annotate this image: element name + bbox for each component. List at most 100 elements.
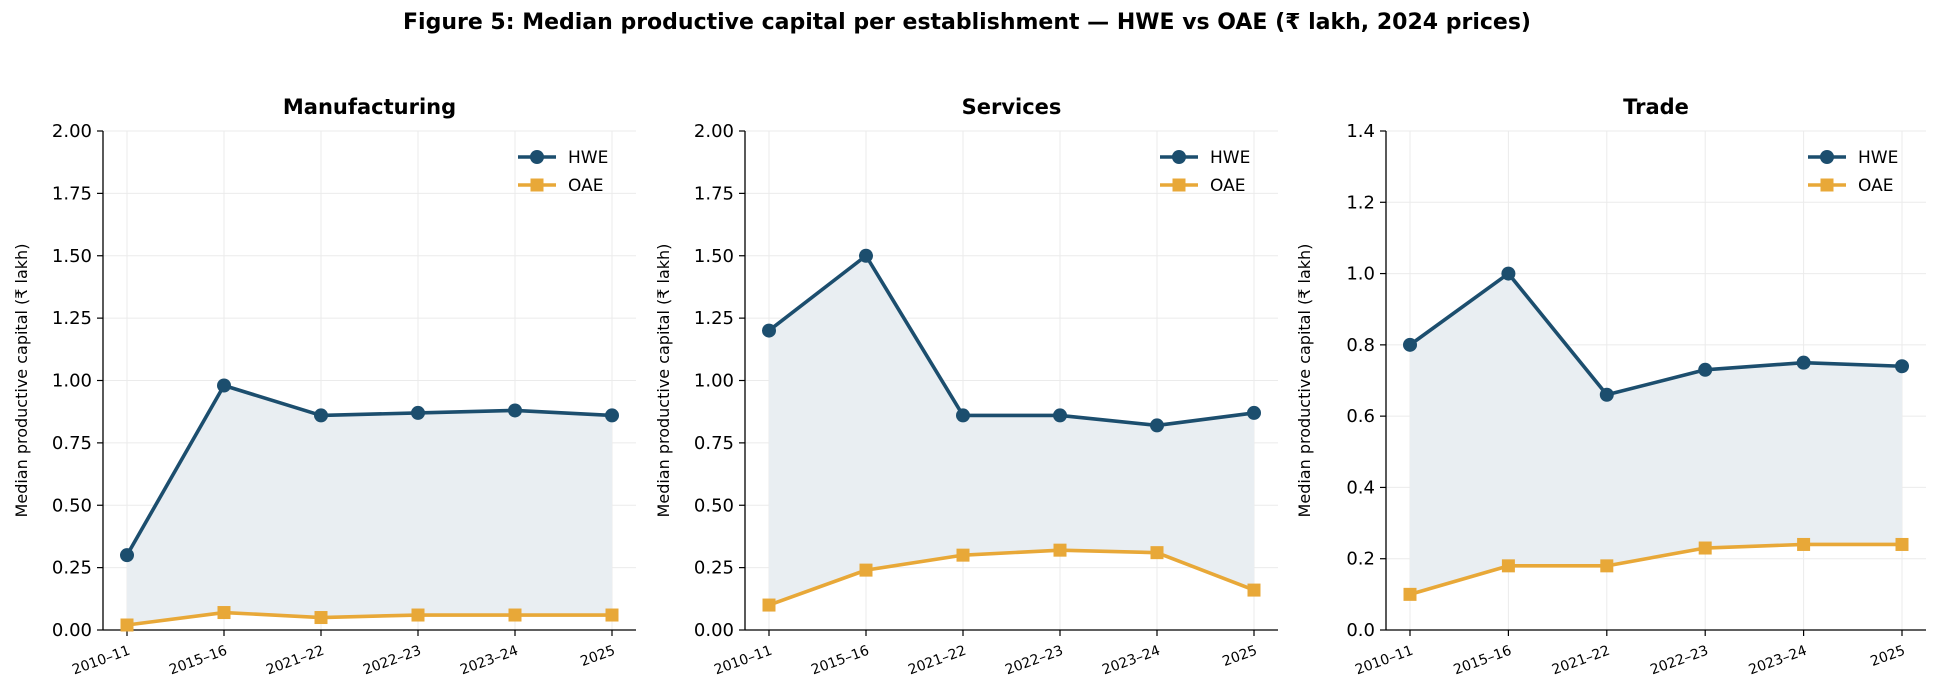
y-tick-label: 1.0 [1346, 264, 1375, 285]
y-tick-label: 0.50 [52, 495, 92, 516]
series-oae-point [605, 608, 619, 622]
y-tick-label: 0.6 [1346, 406, 1375, 427]
series-hwe-point [956, 408, 970, 423]
series-oae-point [1698, 541, 1712, 555]
y-tick-label: 2.00 [694, 121, 734, 142]
series-hwe-point [605, 408, 619, 423]
x-tick-label: 2023–24 [1747, 643, 1809, 679]
y-tick-label: 0.00 [694, 620, 734, 641]
series-oae-point [1501, 559, 1515, 573]
y-tick-label: 2.00 [52, 121, 92, 142]
series-hwe-line [1408, 271, 1903, 397]
series-oae-point [1053, 543, 1067, 557]
x-tick-label: 2022–23 [1648, 643, 1710, 679]
series-hwe-point [1895, 359, 1909, 374]
legend-marker [530, 150, 544, 164]
series-oae-line [1409, 542, 1902, 597]
series-oae-line [768, 548, 1255, 607]
panel-manufacturing: 0.00 0.25 0.50 0.75 1.00 1.25 1.50 1.75 2.00 2010… [12, 95, 636, 678]
x-tick-label: 2015–16 [1451, 643, 1513, 679]
x-tick-label: 2025 [1220, 643, 1259, 670]
series-hwe-point [508, 403, 522, 418]
gap-area [1410, 273, 1902, 595]
y-tick-label: 0.8 [1346, 335, 1375, 356]
x-tick-label: 2025 [578, 643, 617, 670]
x-tick-label: 2025 [1868, 643, 1907, 670]
x-tick-label: 2010–11 [712, 643, 774, 679]
series-oae-point [1600, 559, 1614, 573]
series-oae-point [956, 548, 970, 562]
series-oae-line [126, 610, 612, 627]
panel-services: 0.00 0.25 0.50 0.75 1.00 1.25 1.50 1.75 2.00 2010… [654, 95, 1278, 678]
legend-marker [1172, 178, 1186, 192]
series-hwe-point [1599, 387, 1614, 402]
legend-marker [530, 178, 544, 192]
figure-title: Figure 5: Median productive capital per … [403, 10, 1531, 35]
y-tick-label: 1.4 [1346, 121, 1375, 142]
x-tick-label: 2022–23 [361, 643, 423, 679]
series-hwe-line [767, 253, 1255, 428]
x-tick-label: 2015–16 [167, 643, 229, 679]
series-oae-point [314, 611, 328, 625]
series-hwe-line [125, 383, 613, 557]
series-oae-point [859, 563, 873, 577]
y-tick-label: 1.25 [694, 308, 734, 329]
series-hwe-point [1053, 408, 1067, 423]
x-tick-label: 2015–16 [809, 643, 871, 679]
series-hwe-point [1247, 405, 1261, 420]
y-axis-label: Median productive capital (₹ lakh) [1295, 244, 1314, 518]
y-tick-label: 0.25 [52, 558, 92, 579]
y-tick-label: 0.75 [52, 433, 92, 454]
panel-title: Trade [1623, 95, 1689, 119]
legend-marker [1820, 150, 1834, 164]
series-oae-point [1247, 583, 1261, 597]
series-hwe-point [1698, 362, 1713, 377]
y-tick-label: 1.25 [52, 308, 92, 329]
y-tick-label: 0.50 [694, 495, 734, 516]
y-tick-label: 1.50 [694, 246, 734, 267]
x-tick-label: 2022–23 [1003, 643, 1065, 679]
x-tick-label: 2023–24 [458, 643, 520, 679]
panel-title: Services [962, 95, 1062, 119]
series-oae-point [411, 608, 425, 622]
series-oae-point [1150, 546, 1164, 560]
series-hwe-point [859, 248, 873, 263]
y-tick-label: 0.00 [52, 620, 92, 641]
series-oae-point [120, 618, 134, 632]
x-tick-label: 2021–22 [264, 643, 326, 679]
series-hwe-point [217, 378, 231, 393]
y-tick-label: 1.00 [52, 371, 92, 392]
y-tick-label: 0.0 [1346, 620, 1375, 641]
x-tick-label: 2021–22 [906, 643, 968, 679]
y-tick-label: 1.75 [694, 183, 734, 204]
x-tick-label: 2010–11 [1353, 643, 1415, 679]
series-hwe-point [1150, 418, 1164, 433]
panel-trade: 0.0 0.2 0.4 0.6 0.8 1.0 1.2 1.4 2010–11 2015–16 20… [1295, 95, 1926, 678]
x-tick-label: 2023–24 [1100, 643, 1162, 679]
series-oae-point [762, 598, 776, 612]
legend-label: OAE [1210, 176, 1245, 196]
x-tick-label: 2010–11 [70, 643, 132, 679]
legend-label: HWE [1210, 148, 1250, 168]
series-oae-point [1403, 587, 1417, 601]
series-hwe-point [314, 408, 328, 423]
series-oae-point [217, 606, 231, 620]
series-hwe-point [1403, 337, 1417, 352]
y-tick-label: 0.75 [694, 433, 734, 454]
series-hwe-point [1796, 355, 1811, 370]
legend-label: OAE [568, 176, 603, 196]
series-hwe-point [762, 323, 776, 338]
legend-marker [1820, 178, 1834, 192]
y-tick-label: 0.2 [1346, 549, 1375, 570]
y-tick-label: 1.50 [52, 246, 92, 267]
series-hwe-point [120, 548, 134, 563]
y-axis-label: Median productive capital (₹ lakh) [12, 244, 31, 518]
y-tick-label: 1.00 [694, 371, 734, 392]
y-tick-label: 0.25 [694, 558, 734, 579]
gap-area [127, 385, 612, 626]
y-tick-label: 0.4 [1346, 477, 1375, 498]
legend-label: OAE [1858, 176, 1893, 196]
legend-marker [1172, 150, 1186, 164]
